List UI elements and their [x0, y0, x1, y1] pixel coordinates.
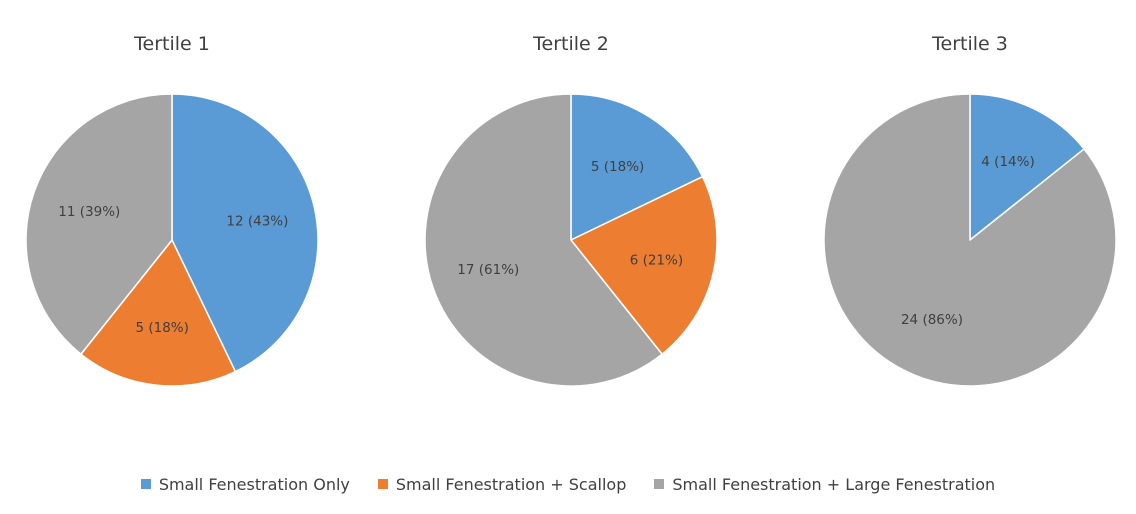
- legend-swatch: [377, 479, 388, 489]
- pie-slice-small-fenestration-large-fenestration: [823, 93, 1117, 387]
- data-label: 6 (21%): [630, 252, 683, 268]
- pie-chart-tertile-2: Tertile 2 5 (18%) 6 (21%) 17 (61%): [424, 33, 718, 387]
- legend-label: Small Fenestration + Scallop: [395, 474, 627, 494]
- chart-title: Tertile 2: [532, 33, 609, 55]
- pie-chart-tertile-1: Tertile 1 12 (43%) 5 (18%) 11 (39%): [25, 33, 319, 387]
- data-label: 24 (86%): [901, 312, 963, 328]
- pie-slice-small-fenestration-only: [969, 93, 1085, 241]
- pie-slice-small-fenestration-scallop: [80, 239, 237, 387]
- data-label: 5 (18%): [591, 159, 644, 175]
- pie-slice-small-fenestration-only: [570, 93, 704, 241]
- legend-item-small-fenestration-scallop: Small Fenestration + Scallop: [377, 474, 627, 494]
- legend-item-small-fenestration-only: Small Fenestration Only: [140, 474, 350, 494]
- pie-chart-tertile-3: Tertile 3 4 (14%) 24 (86%): [823, 33, 1117, 387]
- legend-label: Small Fenestration + Large Fenestration: [672, 474, 996, 494]
- data-label: 4 (14%): [981, 154, 1034, 170]
- legend-label: Small Fenestration Only: [158, 474, 350, 494]
- chart-title: Tertile 3: [931, 33, 1008, 55]
- pie-slice-small-fenestration-scallop: [570, 175, 718, 355]
- pie-slice-small-fenestration-large-fenestration: [25, 93, 173, 355]
- pie-slice-small-fenestration-large-fenestration: [424, 93, 663, 387]
- legend-swatch: [654, 479, 665, 489]
- data-label: 12 (43%): [226, 214, 288, 230]
- legend-swatch: [140, 479, 151, 489]
- data-label: 5 (18%): [135, 320, 188, 336]
- chart-title: Tertile 1: [133, 33, 210, 55]
- legend: Small Fenestration Only Small Fenestrati…: [0, 472, 1136, 496]
- data-label: 17 (61%): [457, 262, 519, 278]
- data-label: 11 (39%): [58, 204, 120, 220]
- pie-slice-small-fenestration-only: [171, 93, 319, 373]
- legend-item-small-fenestration-large-fenestration: Small Fenestration + Large Fenestration: [654, 475, 995, 494]
